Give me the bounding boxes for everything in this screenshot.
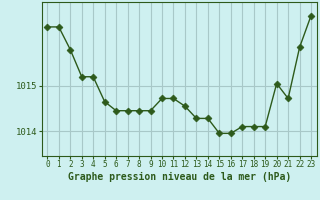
X-axis label: Graphe pression niveau de la mer (hPa): Graphe pression niveau de la mer (hPa) — [68, 172, 291, 182]
